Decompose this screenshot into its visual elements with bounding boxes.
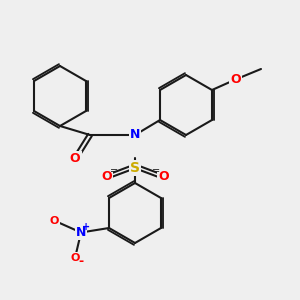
Text: N: N bbox=[130, 128, 140, 142]
Text: O: O bbox=[70, 152, 80, 166]
Text: =: = bbox=[152, 166, 160, 176]
Text: O: O bbox=[49, 215, 59, 226]
Text: O: O bbox=[230, 73, 241, 86]
Text: O: O bbox=[70, 253, 80, 263]
Text: O: O bbox=[158, 170, 169, 184]
Text: +: + bbox=[82, 222, 91, 232]
Text: -: - bbox=[78, 254, 84, 268]
Text: N: N bbox=[76, 226, 86, 239]
Text: =: = bbox=[110, 166, 118, 176]
Text: O: O bbox=[101, 170, 112, 184]
Text: S: S bbox=[130, 161, 140, 175]
